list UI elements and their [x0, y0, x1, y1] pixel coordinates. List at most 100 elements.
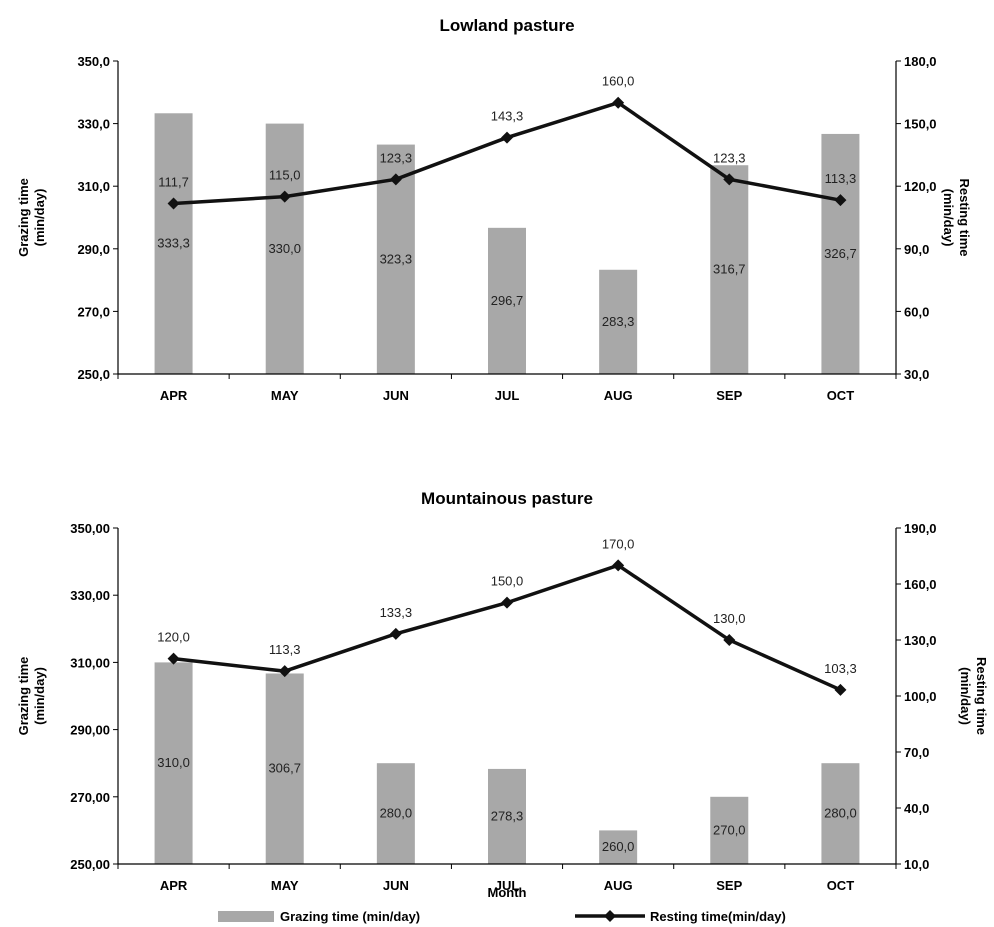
right-tick-label: 130,0	[904, 633, 937, 648]
left-tick-label: 290,0	[77, 242, 110, 257]
bar-oct	[821, 763, 860, 864]
right-tick-label: 160,0	[904, 577, 937, 592]
mountainous-pasture-chart: Mountainous pasture 250,00 270,00 290,00 310…	[16, 489, 989, 900]
resting-data-label: 123,3	[380, 150, 413, 165]
right-axis-title: Resting time(min/day)	[958, 657, 989, 735]
bar-aug	[599, 830, 638, 864]
resting-marker-oct	[834, 194, 847, 207]
legend-resting-label: Resting time(min/day)	[650, 909, 786, 924]
left-tick-label: 330,00	[70, 588, 110, 603]
category-label-oct: OCT	[827, 878, 855, 893]
resting-data-label: 115,0	[269, 168, 301, 183]
resting-data-label: 143,3	[491, 109, 524, 124]
category-label-sep: SEP	[716, 388, 742, 403]
right-tick-label: 30,0	[904, 367, 929, 382]
right-tick-label: 120,0	[904, 179, 937, 194]
legend-grazing-swatch	[218, 911, 274, 922]
right-tick-label: 70,0	[904, 745, 929, 760]
grazing-data-label: 326,7	[824, 246, 857, 261]
right-tick-label: 190,0	[904, 521, 937, 536]
resting-data-label: 103,3	[824, 661, 857, 676]
grazing-data-label: 330,0	[268, 241, 301, 256]
left-tick-label: 250,0	[77, 367, 110, 382]
grazing-data-label: 296,7	[491, 293, 524, 308]
resting-data-label: 130,0	[713, 611, 746, 626]
category-label-apr: APR	[160, 878, 188, 893]
grazing-data-label: 323,3	[380, 251, 413, 266]
category-label-may: MAY	[271, 878, 299, 893]
resting-data-label: 133,3	[380, 605, 413, 620]
left-axis-title-unit: (min/day)	[32, 189, 47, 247]
left-tick-label: 290,00	[70, 723, 110, 738]
resting-marker-jul	[501, 596, 513, 609]
chart-title: Lowland pasture	[439, 16, 574, 35]
category-label-jun: JUN	[383, 388, 409, 403]
legend-grazing-label: Grazing time (min/day)	[280, 909, 420, 924]
right-axis-title-unit: (min/day)	[941, 189, 956, 247]
bar-jul	[488, 227, 526, 374]
grazing-data-label: 310,0	[157, 755, 190, 770]
category-label-apr: APR	[160, 388, 188, 403]
resting-data-label: 160,0	[602, 74, 635, 89]
category-label-aug: AUG	[604, 388, 633, 403]
legend-resting-marker	[604, 910, 616, 922]
right-axis-title-unit: (min/day)	[958, 667, 973, 725]
resting-data-label: 170,0	[602, 536, 635, 551]
bar-jun	[376, 763, 415, 864]
resting-marker-aug	[612, 96, 625, 109]
grazing-data-label: 280,0	[380, 806, 413, 821]
resting-marker-apr	[167, 197, 180, 210]
resting-data-label: 111,7	[158, 175, 189, 190]
left-tick-label: 250,00	[70, 857, 110, 872]
category-label-aug: AUG	[604, 878, 633, 893]
resting-marker-oct	[834, 683, 847, 696]
grazing-data-label: 333,3	[157, 236, 190, 251]
grazing-data-label: 283,3	[602, 314, 635, 329]
resting-data-label: 113,3	[825, 171, 857, 186]
category-label-sep: SEP	[716, 878, 742, 893]
left-axis-title-line: Grazing time	[16, 178, 31, 257]
grazing-data-label: 260,0	[602, 839, 635, 854]
bar-sep	[710, 165, 749, 374]
category-label-oct: OCT	[827, 388, 855, 403]
right-tick-label: 100,0	[904, 689, 937, 704]
resting-data-label: 120,0	[157, 630, 190, 645]
right-axis-title-line: Resting time	[957, 178, 972, 256]
grazing-data-label: 316,7	[713, 262, 746, 277]
left-axis-title: Grazing time (min/day)	[16, 657, 47, 736]
x-axis-title: Month	[488, 885, 527, 900]
left-tick-label: 350,0	[77, 54, 110, 69]
left-tick-label: 330,0	[77, 117, 110, 132]
right-tick-label: 60,0	[904, 304, 929, 319]
resting-marker-aug	[612, 559, 625, 572]
resting-marker-may	[278, 190, 291, 203]
resting-marker-sep	[723, 173, 736, 186]
resting-data-label: 150,0	[491, 574, 524, 589]
bar-sep	[710, 796, 749, 864]
chart-title: Mountainous pasture	[421, 489, 593, 508]
grazing-data-label: 280,0	[824, 806, 857, 821]
left-tick-label: 270,00	[70, 790, 110, 805]
left-tick-label: 350,00	[70, 521, 110, 536]
bar-may	[265, 673, 304, 864]
grazing-data-label: 278,3	[491, 808, 524, 823]
left-tick-label: 310,0	[77, 179, 110, 194]
right-tick-label: 90,0	[904, 242, 929, 257]
left-axis-title: Grazing time (min/day)	[16, 178, 47, 257]
left-axis-title-line: Grazing time	[16, 657, 31, 736]
left-axis-title-unit: (min/day)	[32, 667, 47, 725]
category-label-jun: JUN	[383, 878, 409, 893]
resting-marker-jun	[389, 627, 402, 640]
right-axis-title: Resting time(min/day)	[941, 178, 972, 256]
resting-marker-jun	[389, 173, 402, 186]
bar-apr	[154, 662, 193, 864]
left-tick-label: 310,00	[70, 655, 110, 670]
resting-marker-may	[278, 665, 291, 678]
category-label-jul: JUL	[495, 878, 520, 893]
bar-may	[265, 123, 304, 374]
resting-marker-jul	[501, 131, 513, 144]
right-tick-label: 40,0	[904, 801, 929, 816]
resting-marker-sep	[723, 634, 736, 646]
bar-oct	[821, 133, 860, 374]
